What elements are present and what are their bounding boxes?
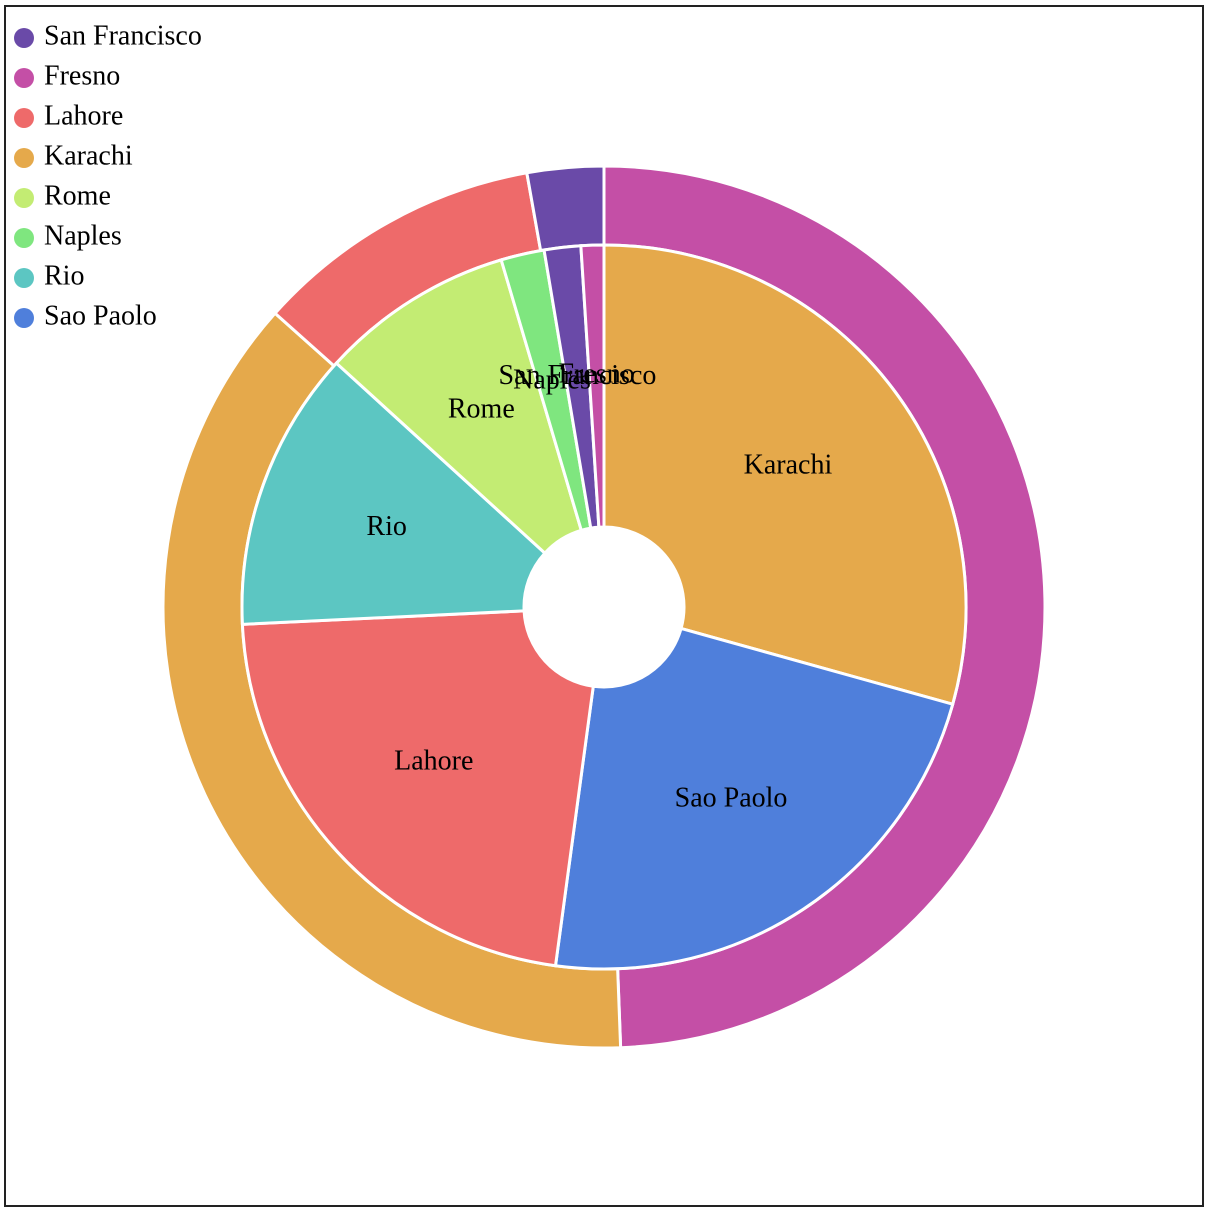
inner-slice-lahore[interactable] (240, 609, 595, 968)
inner-slice-sao-paolo[interactable] (553, 626, 955, 971)
legend: San Francisco Fresno Lahore Karachi Rome Napl… (14, 20, 202, 331)
legend-item-rio: Rio (14, 260, 84, 291)
legend-item-san-francisco: San Francisco (14, 20, 202, 51)
slice-label-rio: Rio (366, 511, 406, 542)
legend-swatch-lahore (14, 108, 34, 128)
legend-item-lahore: Lahore (14, 100, 123, 131)
legend-label-naples: Naples (44, 220, 122, 251)
inner-ring (240, 243, 968, 971)
legend-swatch-rome (14, 188, 34, 208)
slice-label-rome: Rome (448, 394, 515, 425)
legend-swatch-sao-paolo (14, 308, 34, 328)
slice-label-karachi: Karachi (744, 450, 833, 481)
legend-label-rio: Rio (44, 260, 84, 291)
legend-label-sao-paolo: Sao Paolo (44, 300, 157, 331)
slice-label-fresno: Fresno (558, 359, 634, 390)
inner-slice-rio[interactable] (240, 361, 547, 626)
slice-label-naples: Naples (513, 364, 591, 395)
legend-swatch-fresno (14, 68, 34, 88)
outer-slice-san-francisco[interactable] (525, 164, 606, 253)
slice-label-sao-paolo: Sao Paolo (675, 782, 788, 813)
legend-swatch-rio (14, 268, 34, 288)
legend-swatch-karachi (14, 148, 34, 168)
slice-label-lahore: Lahore (394, 746, 473, 777)
legend-item-sao-paolo: Sao Paolo (14, 300, 157, 331)
legend-label-lahore: Lahore (44, 100, 123, 131)
inner-slice-karachi[interactable] (602, 243, 968, 707)
legend-label-fresno: Fresno (44, 60, 120, 91)
legend-label-karachi: Karachi (44, 140, 133, 171)
legend-item-naples: Naples (14, 220, 122, 251)
legend-item-karachi: Karachi (14, 140, 133, 171)
legend-swatch-naples (14, 228, 34, 248)
legend-item-rome: Rome (14, 180, 111, 211)
slice-label-san-francisco: San Francisco (499, 360, 657, 391)
inner-slice-fresno[interactable] (579, 243, 606, 529)
outer-ring (161, 164, 1047, 1050)
legend-label-san-francisco: San Francisco (44, 20, 202, 51)
legend-swatch-san-francisco (14, 28, 34, 48)
inner-slice-rome[interactable] (334, 258, 584, 556)
legend-label-rome: Rome (44, 180, 111, 211)
legend-item-fresno: Fresno (14, 60, 120, 91)
